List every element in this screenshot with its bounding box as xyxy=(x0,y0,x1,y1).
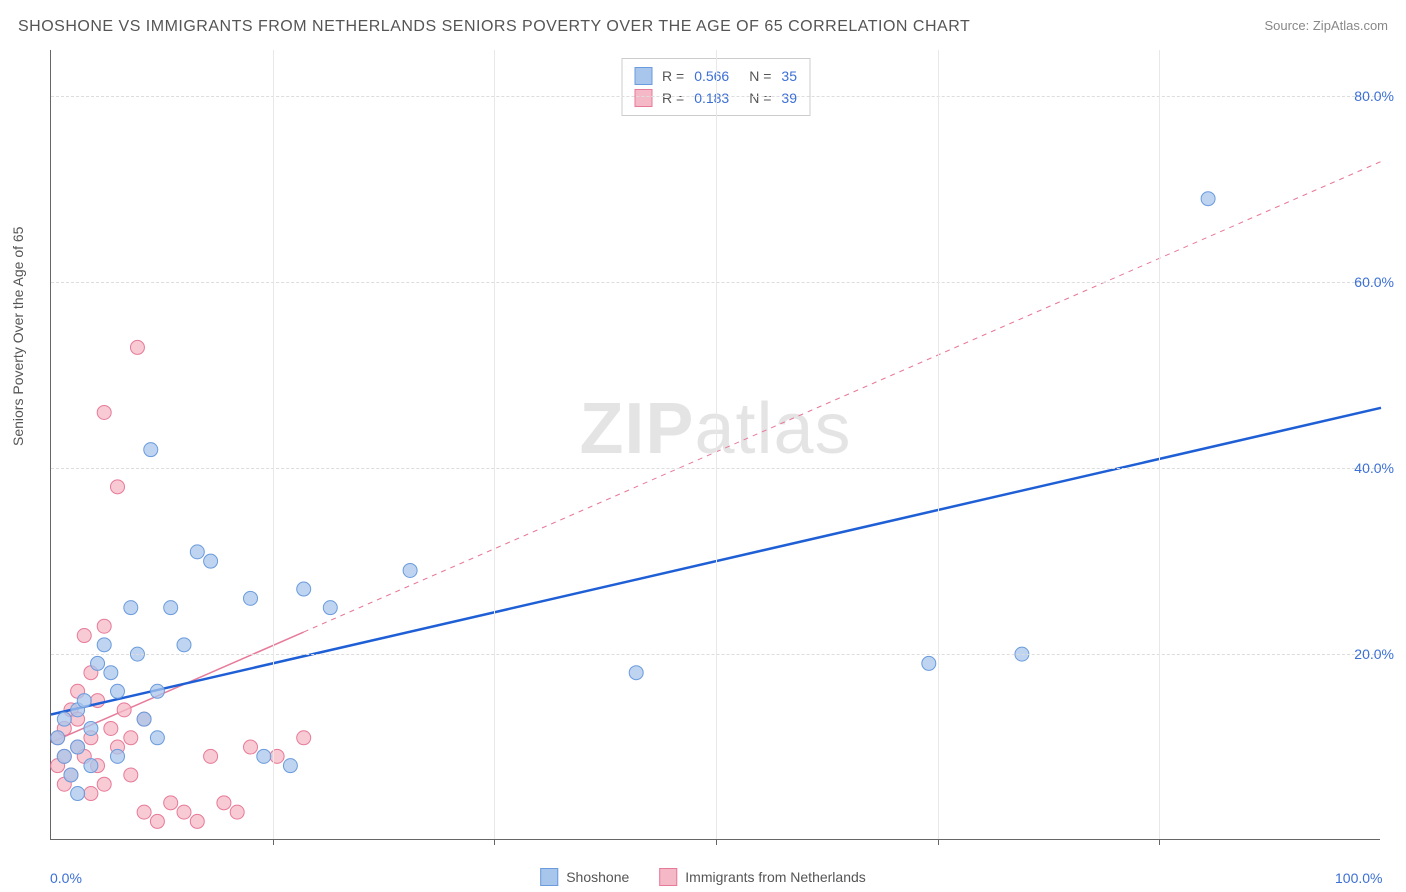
legend-item-netherlands: Immigrants from Netherlands xyxy=(659,868,866,886)
x-tick-mark xyxy=(273,839,274,845)
x-tick-mark xyxy=(938,839,939,845)
legend-swatch-netherlands xyxy=(659,868,677,886)
plot-area: ZIPatlas R = 0.566 N = 35 R = 0.183 N = … xyxy=(50,50,1380,840)
x-tick-min: 0.0% xyxy=(50,870,82,886)
x-tick-max: 100.0% xyxy=(1335,870,1382,886)
y-tick-label: 40.0% xyxy=(1354,460,1394,476)
legend-label-shoshone: Shoshone xyxy=(566,869,629,885)
x-tick-mark xyxy=(716,839,717,845)
gridline-vertical xyxy=(273,50,274,839)
legend-swatch-shoshone xyxy=(540,868,558,886)
legend-label-netherlands: Immigrants from Netherlands xyxy=(685,869,866,885)
gridline-vertical xyxy=(1159,50,1160,839)
x-tick-mark xyxy=(494,839,495,845)
y-axis-label: Seniors Poverty Over the Age of 65 xyxy=(10,227,26,446)
gridline-vertical xyxy=(716,50,717,839)
legend-item-shoshone: Shoshone xyxy=(540,868,629,886)
gridline-vertical xyxy=(938,50,939,839)
chart-container: SHOSHONE VS IMMIGRANTS FROM NETHERLANDS … xyxy=(0,0,1406,892)
y-tick-label: 80.0% xyxy=(1354,88,1394,104)
y-tick-label: 20.0% xyxy=(1354,646,1394,662)
y-tick-label: 60.0% xyxy=(1354,274,1394,290)
chart-title: SHOSHONE VS IMMIGRANTS FROM NETHERLANDS … xyxy=(18,18,970,36)
x-tick-mark xyxy=(1159,839,1160,845)
gridline-vertical xyxy=(494,50,495,839)
series-legend: Shoshone Immigrants from Netherlands xyxy=(540,868,866,886)
source-attribution: Source: ZipAtlas.com xyxy=(1264,18,1388,33)
